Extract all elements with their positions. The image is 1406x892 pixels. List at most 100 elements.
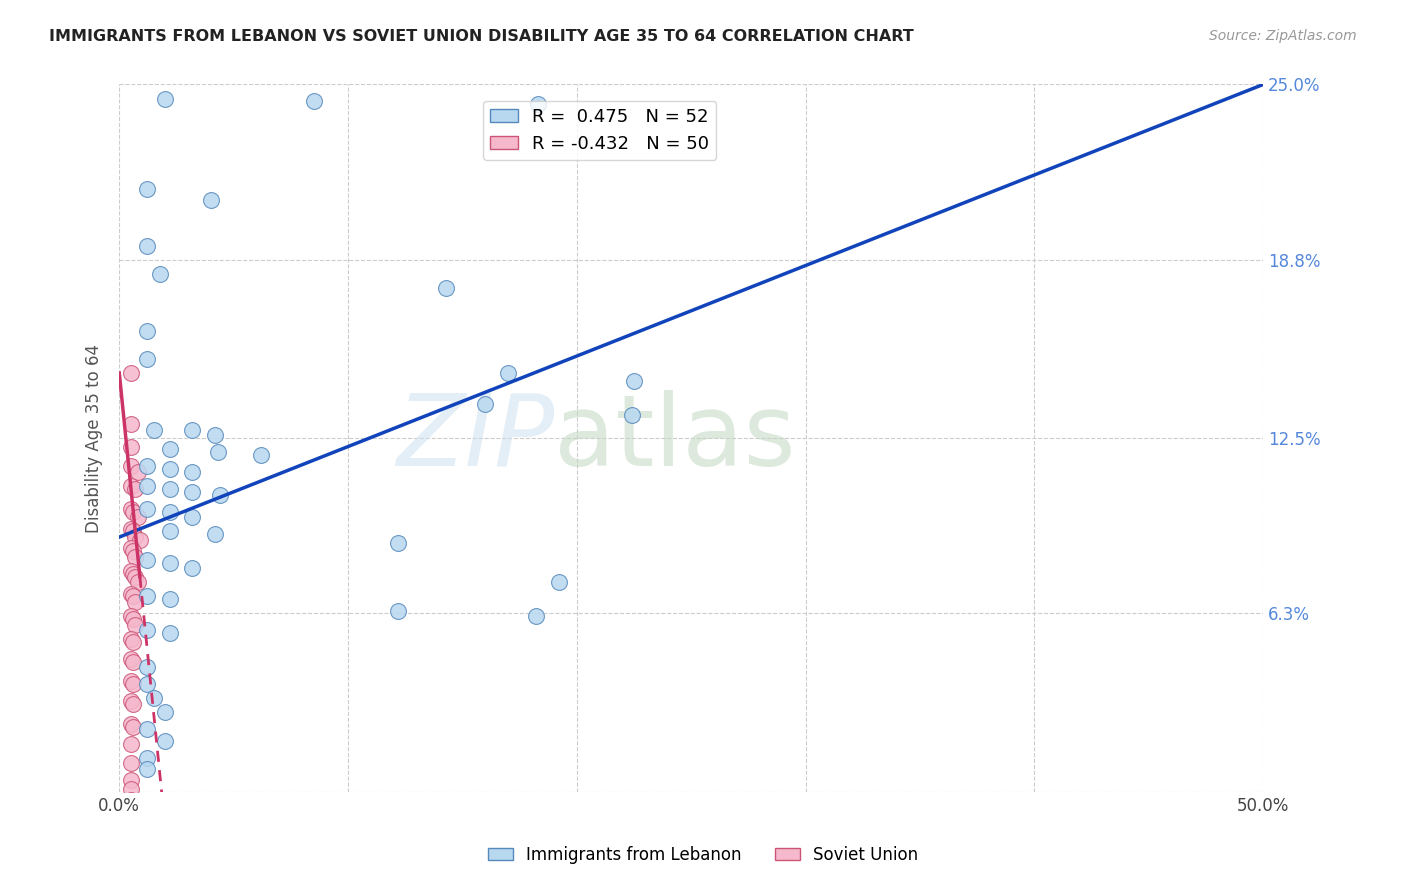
Point — [159, 442, 181, 457]
Point — [120, 459, 142, 474]
Point — [159, 482, 181, 496]
Point — [124, 595, 146, 609]
Point — [127, 575, 149, 590]
Point — [122, 590, 145, 604]
Point — [207, 445, 229, 459]
Point — [302, 95, 325, 109]
Point — [120, 756, 142, 771]
Point — [159, 505, 181, 519]
Point — [181, 465, 204, 479]
Point — [120, 781, 142, 796]
Point — [120, 694, 142, 708]
Point — [120, 737, 142, 751]
Point — [135, 762, 157, 776]
Legend: Immigrants from Lebanon, Soviet Union: Immigrants from Lebanon, Soviet Union — [481, 839, 925, 871]
Point — [181, 484, 204, 499]
Point — [124, 530, 146, 544]
Point — [120, 674, 142, 689]
Point — [527, 97, 550, 112]
Point — [159, 556, 181, 570]
Point — [159, 524, 181, 539]
Point — [122, 720, 145, 734]
Point — [135, 351, 157, 366]
Point — [135, 501, 157, 516]
Point — [135, 723, 157, 737]
Point — [120, 847, 142, 861]
Point — [122, 612, 145, 626]
Point — [135, 459, 157, 474]
Point — [200, 194, 222, 208]
Point — [135, 182, 157, 196]
Point — [120, 501, 142, 516]
Point — [387, 535, 409, 549]
Point — [181, 510, 204, 524]
Point — [159, 626, 181, 640]
Point — [135, 590, 157, 604]
Point — [124, 570, 146, 584]
Point — [204, 428, 226, 442]
Point — [620, 409, 643, 423]
Point — [135, 238, 157, 252]
Point — [120, 632, 142, 646]
Point — [181, 423, 204, 437]
Point — [120, 773, 142, 788]
Point — [547, 575, 569, 590]
Point — [135, 660, 157, 674]
Point — [122, 697, 145, 711]
Point — [120, 440, 142, 454]
Point — [127, 510, 149, 524]
Point — [124, 617, 146, 632]
Text: atlas: atlas — [554, 390, 796, 486]
Point — [387, 604, 409, 618]
Point — [127, 465, 149, 479]
Point — [135, 552, 157, 566]
Point — [122, 505, 145, 519]
Point — [120, 522, 142, 536]
Point — [135, 677, 157, 691]
Point — [159, 462, 181, 476]
Point — [120, 858, 142, 872]
Point — [135, 324, 157, 338]
Point — [204, 527, 226, 541]
Point — [122, 544, 145, 558]
Point — [159, 592, 181, 607]
Point — [120, 366, 142, 380]
Point — [181, 561, 204, 575]
Point — [623, 375, 645, 389]
Point — [120, 479, 142, 493]
Y-axis label: Disability Age 35 to 64: Disability Age 35 to 64 — [86, 343, 103, 533]
Point — [120, 609, 142, 624]
Point — [250, 448, 273, 462]
Point — [120, 564, 142, 578]
Point — [436, 281, 458, 295]
Point — [124, 482, 146, 496]
Point — [135, 624, 157, 638]
Point — [153, 706, 176, 720]
Text: ZIP: ZIP — [395, 390, 554, 486]
Point — [120, 805, 142, 819]
Point — [120, 870, 142, 884]
Point — [122, 813, 145, 827]
Point — [149, 267, 172, 281]
Point — [120, 793, 142, 807]
Point — [120, 651, 142, 665]
Point — [208, 488, 231, 502]
Text: IMMIGRANTS FROM LEBANON VS SOVIET UNION DISABILITY AGE 35 TO 64 CORRELATION CHAR: IMMIGRANTS FROM LEBANON VS SOVIET UNION … — [49, 29, 914, 45]
Point — [120, 587, 142, 601]
Point — [122, 524, 145, 539]
Text: Source: ZipAtlas.com: Source: ZipAtlas.com — [1209, 29, 1357, 44]
Point — [142, 691, 165, 706]
Point — [122, 566, 145, 581]
Point — [135, 479, 157, 493]
Point — [474, 397, 496, 411]
Point — [524, 609, 547, 624]
Point — [120, 836, 142, 850]
Legend: R =  0.475   N = 52, R = -0.432   N = 50: R = 0.475 N = 52, R = -0.432 N = 50 — [484, 101, 716, 160]
Point — [120, 541, 142, 556]
Point — [142, 423, 165, 437]
Point — [122, 677, 145, 691]
Point — [128, 533, 150, 547]
Point — [153, 733, 176, 747]
Point — [153, 92, 176, 106]
Point — [120, 716, 142, 731]
